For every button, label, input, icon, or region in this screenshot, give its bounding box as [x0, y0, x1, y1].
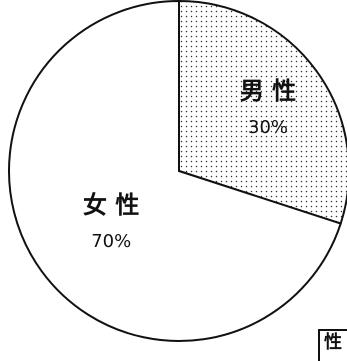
corner-label-text: 性	[324, 332, 342, 353]
pie-slice-female	[8, 0, 342, 342]
corner-label-box: 性	[318, 329, 347, 361]
slice-label-male: 男 性	[240, 77, 296, 105]
slice-value-female: 70%	[91, 231, 131, 252]
pie-chart: 男 性 30% 女 性 70%	[8, 0, 347, 342]
slice-value-male: 30%	[248, 117, 288, 138]
slice-label-female: 女 性	[83, 191, 139, 219]
pie-slice-male	[178, 0, 347, 225]
